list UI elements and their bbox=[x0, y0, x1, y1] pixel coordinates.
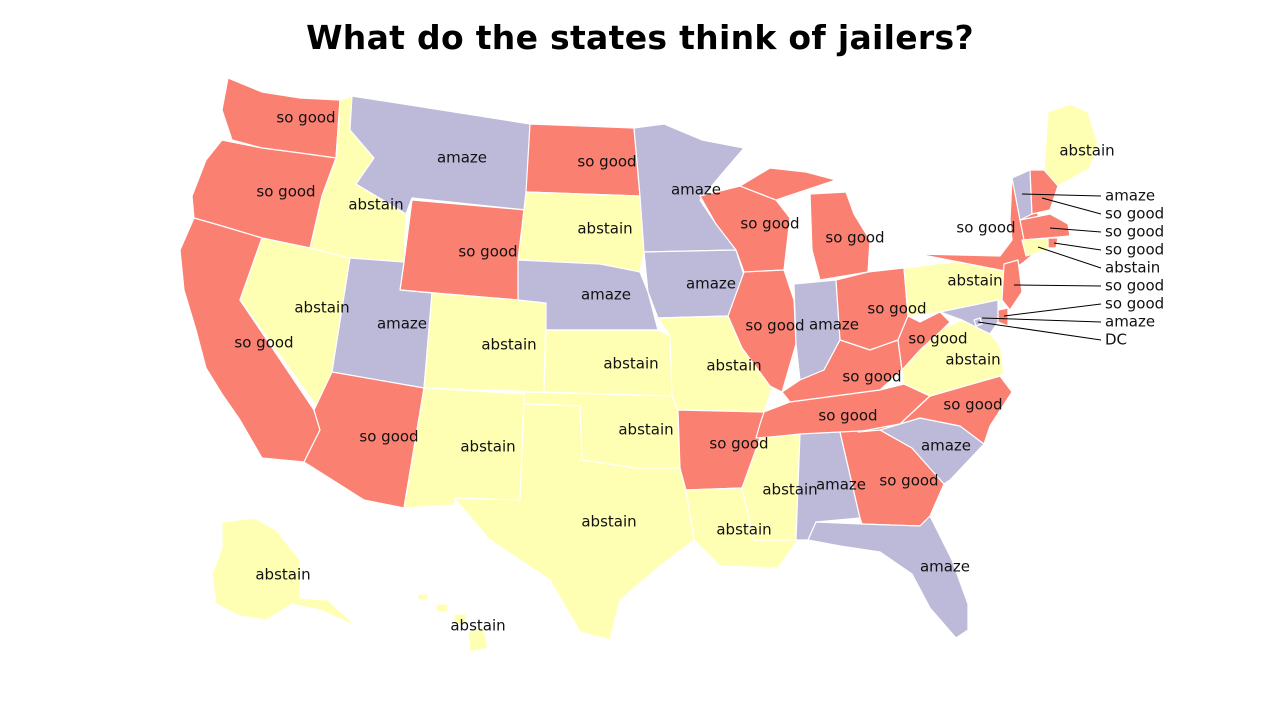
state-label-ok: abstain bbox=[618, 421, 673, 439]
state-label-hi: abstain bbox=[450, 617, 505, 635]
state-label-ne: amaze bbox=[581, 286, 631, 304]
state-label-ak: abstain bbox=[255, 566, 310, 584]
state-ms bbox=[741, 433, 801, 541]
callout-leader-dc bbox=[977, 321, 1102, 341]
callout-leader-nj bbox=[1013, 284, 1102, 287]
state-label-ky: so good bbox=[842, 368, 901, 386]
callout-leader-nh bbox=[1041, 197, 1102, 215]
callout-label-ri: so good bbox=[1105, 241, 1164, 259]
state-label-sd: abstain bbox=[577, 220, 632, 238]
state-label-mi: so good bbox=[825, 229, 884, 247]
callout-label-nj: so good bbox=[1105, 277, 1164, 295]
state-label-in: amaze bbox=[809, 316, 859, 334]
state-sd bbox=[517, 191, 645, 273]
callout-label-ct: abstain bbox=[1105, 259, 1160, 277]
map-title: What do the states think of jailers? bbox=[306, 18, 974, 57]
state-de bbox=[997, 307, 1009, 327]
state-label-al: amaze bbox=[816, 476, 866, 494]
state-label-wv: so good bbox=[908, 330, 967, 348]
state-label-la: abstain bbox=[716, 521, 771, 539]
callout-leader-vt bbox=[1021, 193, 1102, 197]
callout-leader-md bbox=[981, 317, 1102, 323]
state-label-ia: amaze bbox=[686, 275, 736, 293]
state-label-tx: abstain bbox=[581, 513, 636, 531]
callout-leader-ct bbox=[1037, 246, 1102, 269]
state-label-ar: so good bbox=[709, 435, 768, 453]
state-label-ca: so good bbox=[234, 334, 293, 352]
state-wv bbox=[897, 311, 951, 371]
state-label-ga: so good bbox=[879, 472, 938, 490]
state-label-id: abstain bbox=[348, 196, 403, 214]
state-label-wy: so good bbox=[458, 243, 517, 261]
callout-label-md: amaze bbox=[1105, 313, 1155, 331]
state-label-wa: so good bbox=[276, 109, 335, 127]
state-ma bbox=[1019, 213, 1071, 241]
state-label-nc: so good bbox=[943, 396, 1002, 414]
state-label-ks: abstain bbox=[603, 355, 658, 373]
state-label-az: so good bbox=[359, 428, 418, 446]
state-label-ms: abstain bbox=[762, 481, 817, 499]
state-label-fl: amaze bbox=[920, 558, 970, 576]
callout-label-nh: so good bbox=[1105, 205, 1164, 223]
state-md bbox=[939, 299, 999, 335]
state-mi bbox=[739, 167, 871, 281]
state-label-me: abstain bbox=[1059, 142, 1114, 160]
state-label-sc: amaze bbox=[921, 437, 971, 455]
state-label-oh: so good bbox=[867, 300, 926, 318]
state-label-wi: so good bbox=[740, 215, 799, 233]
callout-label-de: so good bbox=[1105, 295, 1164, 313]
state-label-mo: abstain bbox=[706, 357, 761, 375]
state-label-nd: so good bbox=[577, 153, 636, 171]
state-label-nv: abstain bbox=[294, 299, 349, 317]
state-mn bbox=[633, 123, 745, 253]
state-label-or: so good bbox=[256, 183, 315, 201]
callout-leader-de bbox=[1003, 303, 1102, 317]
state-ak bbox=[211, 517, 357, 627]
state-label-co: abstain bbox=[481, 336, 536, 354]
state-label-il: so good bbox=[745, 317, 804, 335]
callout-label-ma: so good bbox=[1105, 223, 1164, 241]
state-label-mn: amaze bbox=[671, 181, 721, 199]
state-fl bbox=[807, 515, 969, 639]
states-layer bbox=[179, 77, 1099, 653]
state-label-nm: abstain bbox=[460, 438, 515, 456]
state-label-ut: amaze bbox=[377, 315, 427, 333]
callout-leader-ri bbox=[1053, 242, 1102, 251]
state-label-mt: amaze bbox=[437, 149, 487, 167]
callout-label-vt: amaze bbox=[1105, 187, 1155, 205]
state-label-pa: abstain bbox=[947, 272, 1002, 290]
state-nh bbox=[1029, 169, 1059, 215]
callout-label-dc: DC bbox=[1105, 331, 1127, 349]
state-ct bbox=[1021, 237, 1049, 257]
callout-leader-ma bbox=[1049, 227, 1102, 233]
state-nj bbox=[1001, 259, 1023, 311]
state-me bbox=[1043, 103, 1099, 187]
state-hi bbox=[417, 593, 489, 653]
callout-leaders bbox=[977, 193, 1102, 341]
state-label-ny: so good bbox=[956, 219, 1015, 237]
state-label-va: abstain bbox=[945, 351, 1000, 369]
state-label-tn: so good bbox=[818, 407, 877, 425]
